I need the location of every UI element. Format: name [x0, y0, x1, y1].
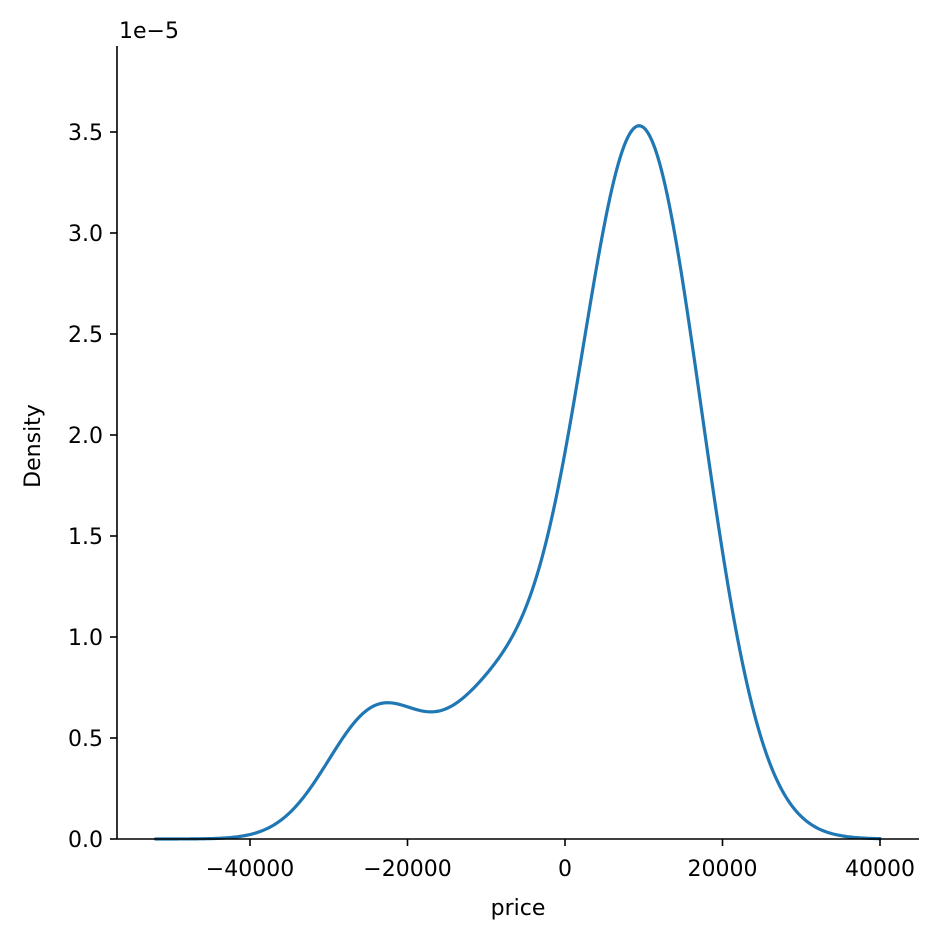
y-ticks: 0.0 0.5 1.0 1.5 2.0 2.5 3.0 3.5 — [68, 121, 117, 853]
y-tick-label: 3.0 — [68, 222, 103, 247]
y-tick-label: 0.5 — [68, 727, 103, 752]
y-tick-label: 3.5 — [68, 121, 103, 146]
y-axis-offset-label: 1e−5 — [119, 19, 179, 44]
x-tick-label: 40000 — [845, 857, 915, 882]
x-axis-label: price — [491, 896, 546, 921]
x-ticks: −40000 −20000 0 20000 40000 — [206, 839, 915, 882]
y-tick-label: 2.0 — [68, 424, 103, 449]
y-axis-label: Density — [21, 404, 46, 488]
x-tick-label: −20000 — [363, 857, 451, 882]
y-tick-label: 1.0 — [68, 626, 103, 651]
y-tick-label: 2.5 — [68, 323, 103, 348]
x-tick-label: −40000 — [206, 857, 294, 882]
density-line — [153, 124, 882, 841]
x-tick-label: 20000 — [688, 857, 758, 882]
y-tick-label: 1.5 — [68, 525, 103, 550]
x-tick-label: 0 — [558, 857, 572, 882]
y-tick-label: 0.0 — [68, 828, 103, 853]
